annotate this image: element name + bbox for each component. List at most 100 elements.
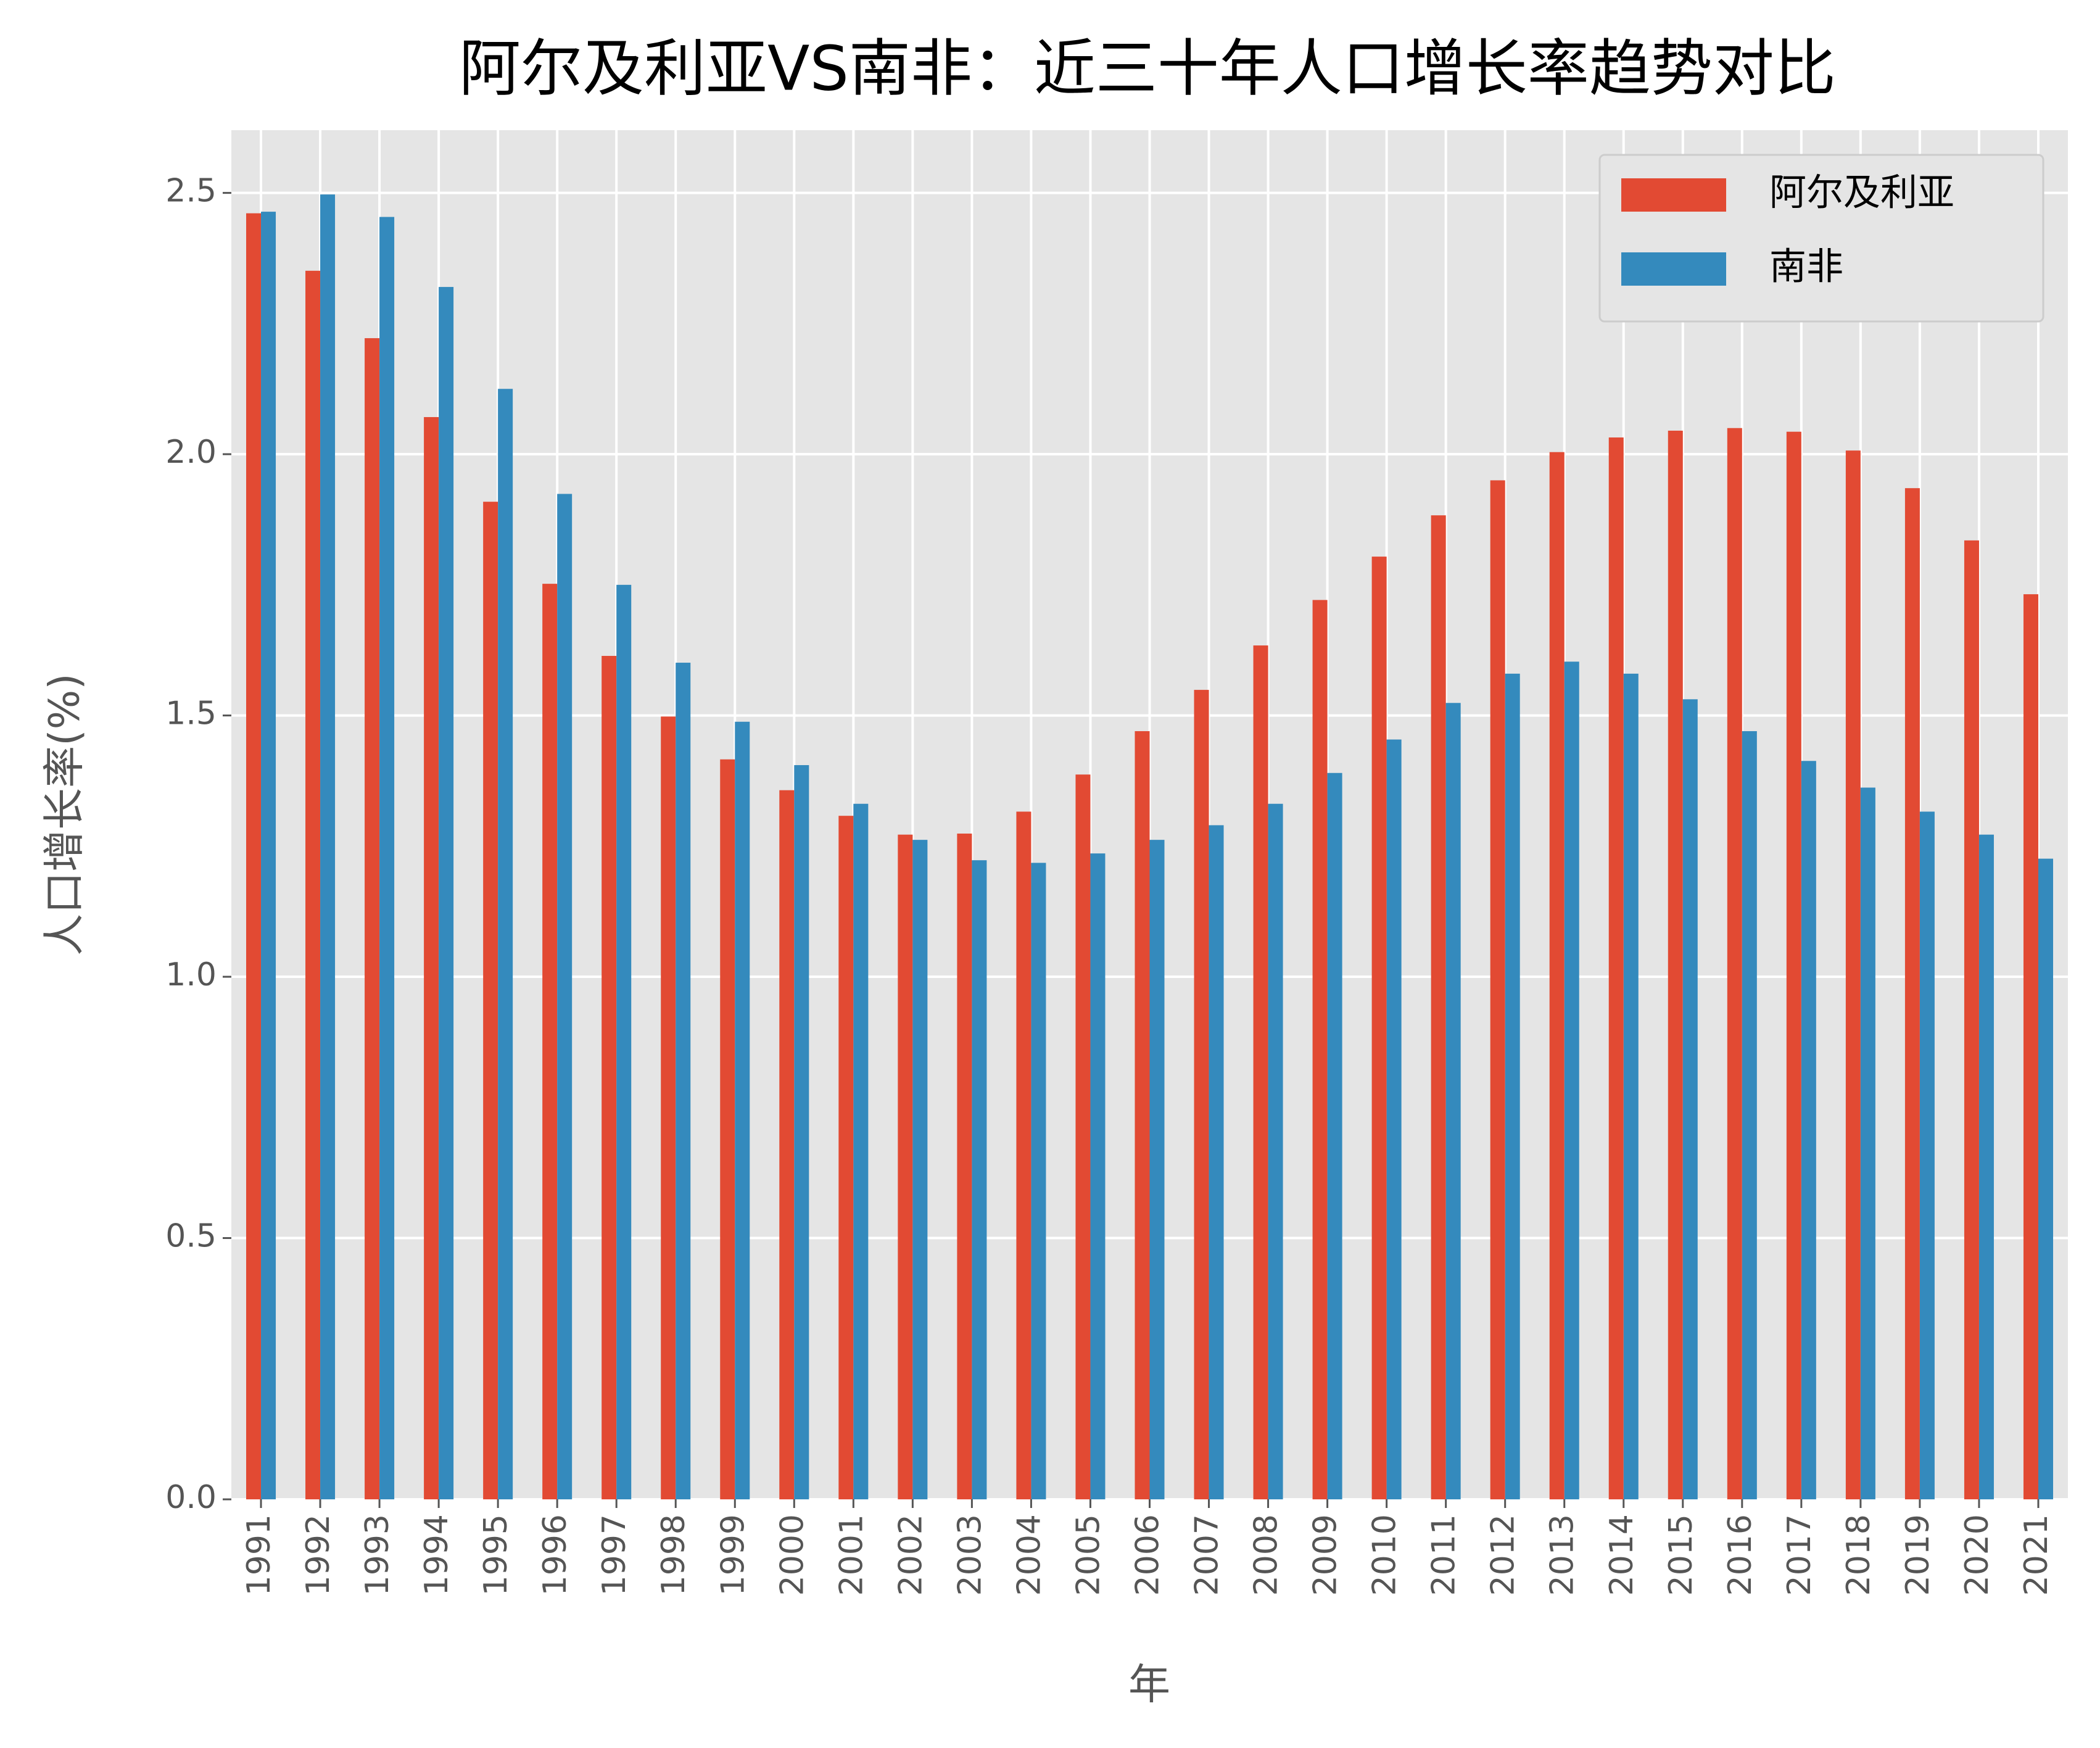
bar [483,502,498,1500]
x-tick-label: 2003 [951,1514,988,1596]
x-tick-label: 2001 [833,1514,870,1596]
bar [542,584,558,1499]
bar [1327,773,1342,1499]
bar [1371,557,1387,1499]
bar [912,840,928,1499]
x-tick-label: 2008 [1248,1514,1285,1596]
bar [1135,731,1150,1499]
bar [1445,703,1461,1499]
bar [557,494,573,1499]
bar [794,765,809,1499]
x-tick-label: 2017 [1781,1514,1818,1596]
y-tick-label: 2.5 [165,173,217,210]
bar [1964,540,1979,1499]
bar [1490,480,1505,1499]
bar [601,656,617,1499]
bar [735,721,750,1499]
x-tick-label: 1991 [241,1514,278,1596]
bar [1860,787,1875,1499]
bar [1209,825,1224,1499]
x-tick-label: 2006 [1130,1514,1167,1596]
x-tick-label: 2014 [1603,1514,1640,1596]
bar [1727,428,1742,1499]
bar [2038,858,2053,1499]
bar [424,416,439,1500]
y-tick-label: 1.0 [165,956,217,993]
x-tick-label: 1999 [714,1514,751,1596]
bar [1623,673,1639,1499]
legend-swatch [1621,178,1726,212]
y-tick-label: 1.5 [165,695,217,732]
x-tick-label: 2012 [1485,1514,1522,1596]
bar [261,212,276,1500]
x-tick-label: 2016 [1722,1514,1759,1596]
chart-title: 阿尔及利亚VS南非：近三十年人口增长率趋势对比 [459,32,1836,104]
bar [1505,673,1520,1499]
x-tick-label: 2005 [1070,1514,1107,1596]
bar [1801,761,1816,1499]
y-tick-label: 0.0 [165,1479,217,1516]
x-tick-label: 2010 [1366,1514,1403,1596]
bar [1904,488,1920,1499]
x-tick-label: 1998 [655,1514,692,1596]
bar [1016,811,1031,1499]
bar [1668,430,1683,1499]
bar [1845,450,1861,1499]
bar [2023,594,2038,1499]
x-tick-label: 2020 [1959,1514,1996,1596]
bar [439,287,454,1499]
y-tick-label: 2.0 [165,434,217,471]
bar [1919,811,1935,1499]
x-tick-label: 2015 [1663,1514,1700,1596]
x-tick-label: 2013 [1544,1514,1581,1596]
bar [779,790,795,1499]
y-axis-label: 人口增长率(%) [41,673,89,956]
bar [676,663,691,1499]
x-tick-label: 2021 [2018,1514,2055,1596]
bar [1431,515,1446,1499]
bar [1194,690,1209,1499]
bar [1149,840,1165,1499]
bar [305,270,321,1499]
bar [365,338,380,1499]
bar [1268,803,1283,1499]
bar [616,584,632,1499]
bar [898,834,913,1499]
x-tick-label: 2007 [1189,1514,1226,1596]
bar [1978,834,1994,1499]
bar [1312,600,1328,1499]
bars [246,194,2053,1500]
bar [1031,863,1046,1499]
bar [1786,431,1801,1499]
bar [1682,699,1698,1499]
bar [1564,661,1579,1499]
legend-label: 阿尔及利亚 [1769,172,1954,215]
bar [1386,739,1402,1499]
x-tick-label: 2009 [1307,1514,1344,1596]
bar [379,217,395,1499]
bar [246,213,262,1499]
x-tick-label: 2018 [1840,1514,1877,1596]
x-tick-label: 2011 [1426,1514,1463,1596]
x-tick-label: 1996 [537,1514,574,1596]
bar [1549,452,1565,1500]
x-tick-label: 1993 [359,1514,396,1596]
bar [1608,437,1624,1499]
bar [720,759,735,1499]
bar [1090,853,1106,1499]
x-tick-label: 1992 [300,1514,337,1596]
bar [972,860,987,1499]
legend-label: 南非 [1769,246,1843,289]
bar [498,389,513,1499]
legend-swatch [1621,252,1726,286]
x-tick-label: 1995 [477,1514,515,1596]
x-axis-label: 年 [1128,1661,1170,1710]
bar [661,716,676,1499]
bar [320,194,336,1500]
x-tick-label: 1997 [596,1514,633,1596]
bar [853,803,869,1499]
x-tick-label: 2019 [1900,1514,1937,1596]
x-tick-label: 2002 [892,1514,929,1596]
